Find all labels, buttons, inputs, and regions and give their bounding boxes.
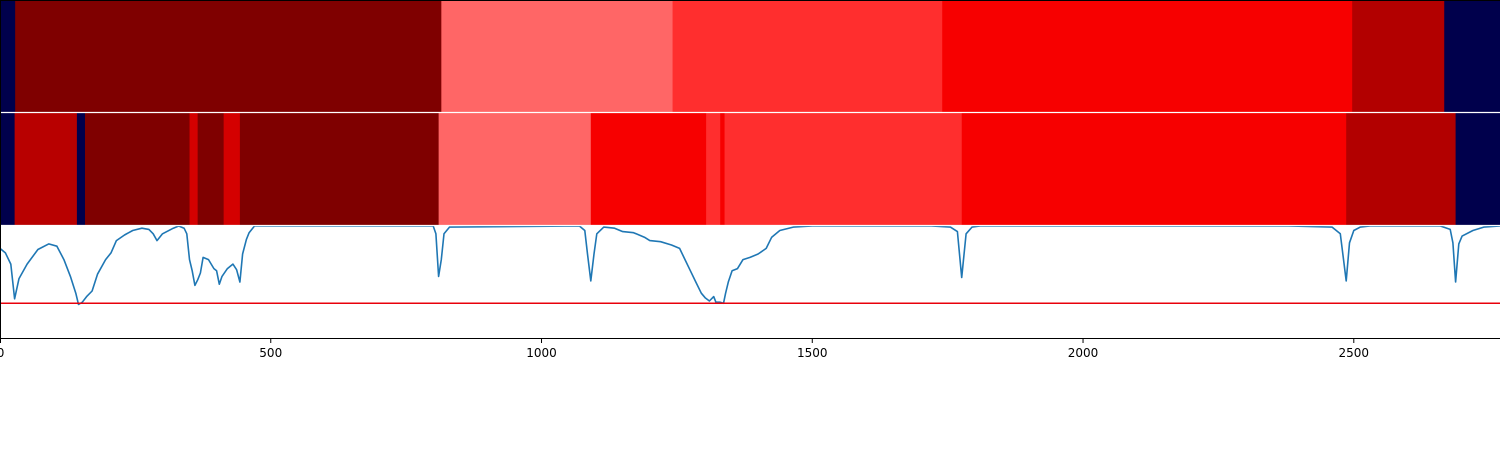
heatmap-row-2-segment-2 [14,113,78,225]
line-panel-background [0,226,1500,338]
heatmap-row-2-segment-10 [590,113,707,225]
x-tick-label: 500 [259,346,282,360]
x-tick-label: 2500 [1339,346,1370,360]
panel-dividers [0,111,1500,227]
heatmap-row-1-segment-6 [1352,0,1445,112]
heatmap-row-2-segment-4 [85,113,191,225]
x-axis-ticks: 0 500 1000 1500 2000 2500 [0,338,1369,360]
x-tick-label: 1500 [797,346,828,360]
heatmap-row-2-segment-11 [706,113,721,225]
heatmap-row-2-segment-3 [76,113,86,225]
heatmap-row-2-segment-16 [1455,113,1500,225]
heatmap-row-1-segment-1 [0,0,16,112]
heatmap-row-1-segment-4 [672,0,943,112]
heatmap-rows [0,0,1500,225]
x-tick-label: 2000 [1068,346,1099,360]
heatmap-row-1-segment-5 [942,0,1353,112]
x-tick-label: 0 [0,346,4,360]
heatmap-row-2-segment-8 [239,113,440,225]
heatmap-row-2-segment-5 [189,113,199,225]
heatmap-row-2-segment-15 [1346,113,1457,225]
heatmap-row-2-segment-6 [197,113,225,225]
signal-line [0,225,1500,306]
heatmap-row-2-segment-14 [961,113,1347,225]
heatmap-row-1-segment-2 [15,0,442,112]
heatmap-row-2-segment-7 [223,113,241,225]
heatmap-row-1-segment-7 [1444,0,1500,112]
line-panel [0,225,1500,338]
heatmap-row-1-segment-3 [441,0,674,112]
heatmap-row-2-segment-9 [438,113,592,225]
heatmap-row-2-segment-13 [724,113,963,225]
x-tick-label: 1000 [526,346,557,360]
heatmap-row-2-segment-12 [720,113,726,225]
heatmap-row-2-segment-1 [0,113,16,225]
axes-frame [0,0,1500,339]
